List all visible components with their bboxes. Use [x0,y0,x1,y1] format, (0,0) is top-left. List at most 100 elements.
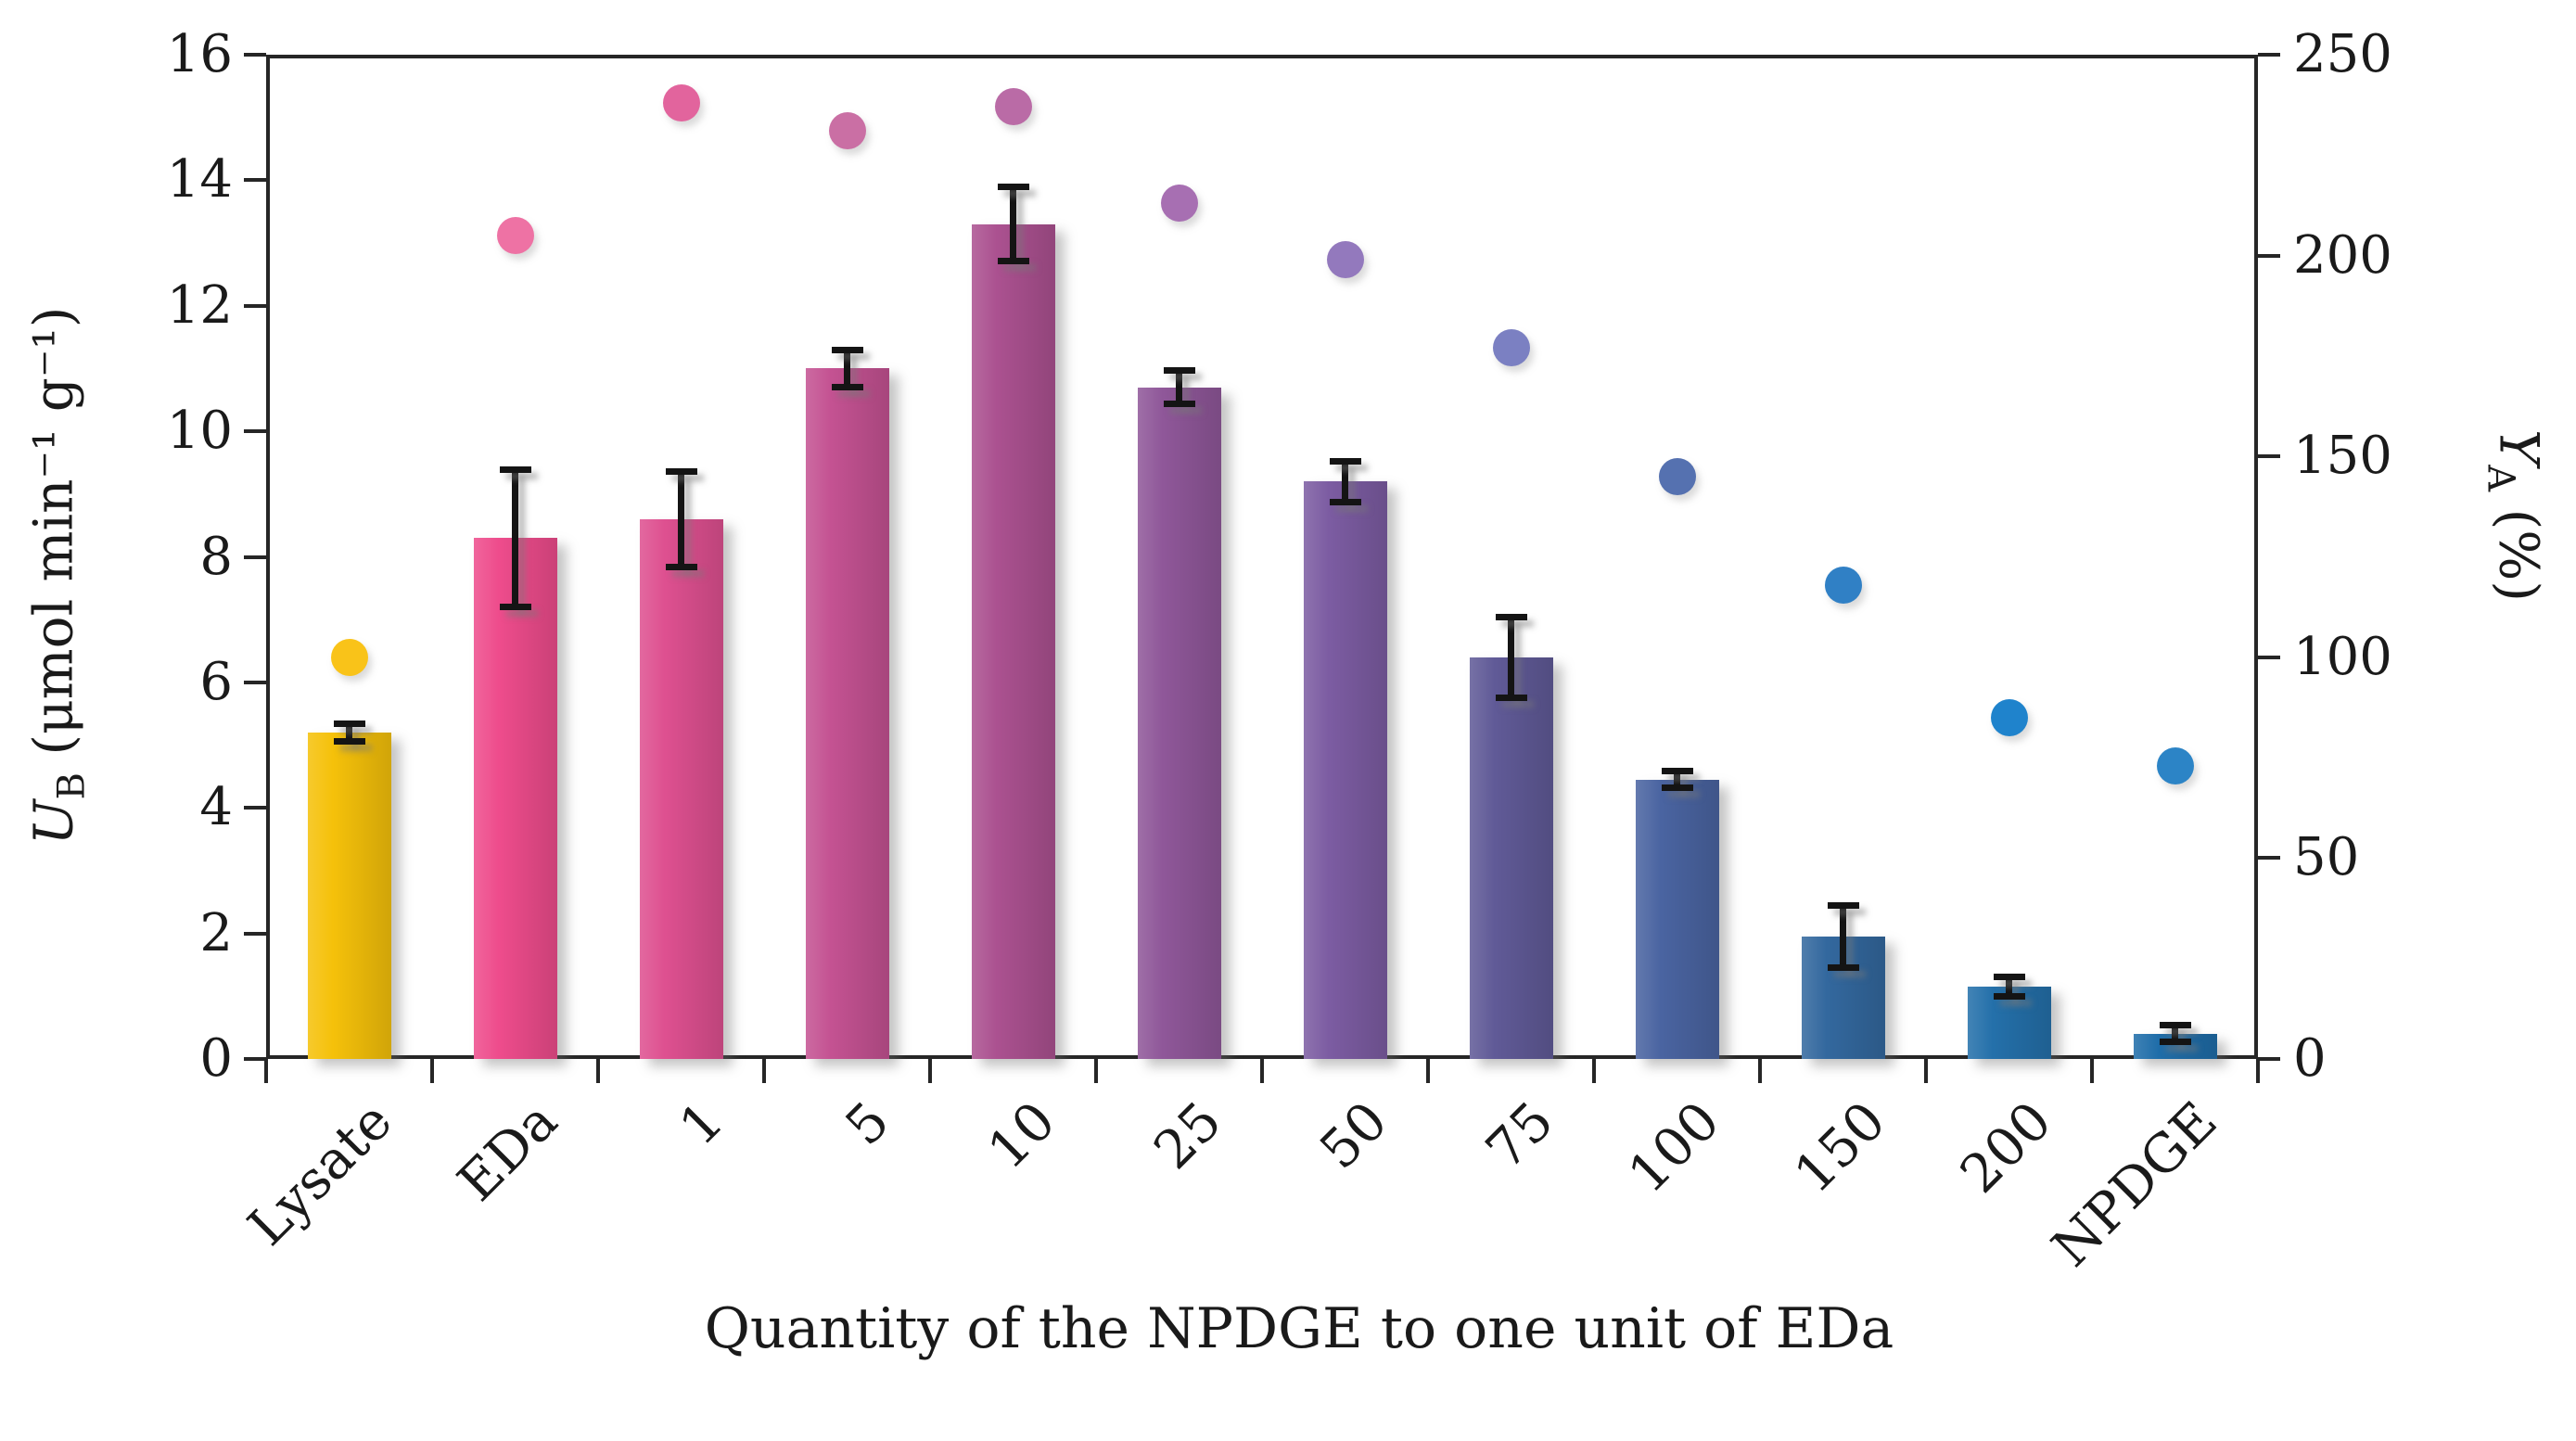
left-axis-tick [244,555,266,559]
x-category-label-text: 25 [1142,1090,1234,1181]
x-axis-tick [1924,1059,1928,1083]
error-bar-cap-top [1329,457,1361,465]
error-bar-cap-bottom [2159,1039,2191,1046]
bar-10 [971,223,1055,1059]
error-bar-cap-bottom [831,383,863,390]
error-bar-line [1508,616,1514,698]
right-axis-tick-label: 0 [2293,1028,2327,1089]
scatter-point-lysate [330,638,368,676]
bar-lysate [307,733,391,1059]
right-axis-tick [2258,253,2280,258]
x-axis-tick [1426,1059,1430,1083]
bar-150 [1801,937,1885,1059]
error-bar-cap-top [333,720,365,727]
x-axis-tick [1260,1059,1264,1083]
bar-eda [473,538,557,1059]
bar-1 [639,518,723,1059]
left-axis-tick [244,178,266,183]
left-axis-tick [244,931,266,936]
error-bar-cap-top [1661,768,1693,775]
error-bar-line [1176,370,1182,404]
error-bar-cap-top [499,465,531,473]
error-bar-cap-bottom [1993,992,2025,1000]
error-bar-cap-top [1495,613,1527,620]
x-axis-tick [2090,1059,2094,1083]
error-bar-cap-top [1163,367,1195,375]
bar-50 [1303,481,1387,1059]
x-axis-tick [928,1059,932,1083]
bar-shading [805,368,889,1059]
x-category-label-text: 50 [1308,1090,1400,1181]
bar-shading [1469,657,1553,1059]
right-axis-tick-label: 250 [2293,24,2392,84]
plot-area [266,55,2258,1059]
x-axis-title: Quantity of the NPDGE to one unit of EDa [704,1296,1894,1361]
right-axis-tick-label: 150 [2293,426,2392,487]
error-bar-cap-bottom [997,258,1029,265]
bar-5 [805,368,889,1059]
left-axis-tick [244,680,266,684]
error-bar-cap-bottom [333,738,365,746]
error-bar-line [2006,976,2012,997]
left-axis-tick-label: 4 [199,777,233,838]
error-bar-cap-top [997,184,1029,191]
bar-25 [1137,387,1221,1059]
x-category-label-text: 150 [1782,1090,1898,1205]
error-bar-cap-top [1993,974,2025,981]
scatter-point-10 [994,88,1032,126]
left-axis-tick [244,1057,266,1061]
error-bar-line [1342,460,1348,503]
x-axis-tick [762,1059,766,1083]
scatter-point-50 [1326,240,1364,278]
x-axis-tick [430,1059,434,1083]
right-axis-tick [2258,1057,2280,1061]
error-bar-line [512,468,518,607]
left-axis-tick [244,429,266,434]
scatter-point-npdge [2156,746,2194,784]
x-category-label-text: 100 [1616,1090,1732,1205]
bar-shading [1635,779,1719,1059]
left-axis-symbol-sub: B [50,772,94,800]
left-axis-tick [244,806,266,810]
left-axis-tick-label: 10 [166,401,233,462]
left-axis-tick-label: 6 [199,651,233,712]
right-axis-tick-label: 100 [2293,626,2392,687]
right-axis-symbol-sub: A [2479,464,2522,491]
bar-shading [1303,481,1387,1059]
scatter-point-25 [1160,185,1198,223]
x-category-label-text: EDa [446,1090,570,1214]
bar-shading [307,733,391,1059]
scatter-point-100 [1658,457,1696,495]
x-axis-tick [1758,1059,1762,1083]
bar-shading [639,518,723,1059]
bar-200 [1967,987,2051,1059]
right-axis-tick-label: 50 [2293,827,2360,888]
left-axis-tick [244,303,266,308]
x-category-label-text: Lysate [236,1090,404,1258]
bar-shading [971,223,1055,1059]
error-bar-cap-bottom [1661,784,1693,792]
left-axis-unit: (μmol min⁻¹ g⁻¹) [21,306,85,756]
error-bar-line [678,470,684,567]
x-category-label-text: 200 [1948,1090,2064,1205]
x-category-label-text: 1 [668,1090,736,1158]
scatter-point-5 [828,112,866,150]
x-category-label-text: 5 [834,1090,902,1158]
error-bar-cap-bottom [1495,694,1527,701]
error-bar-cap-top [2159,1022,2191,1029]
error-bar-line [346,722,352,743]
left-axis-tick-label: 12 [166,274,233,336]
left-axis-tick [244,53,266,57]
error-bar-cap-bottom [1827,963,1859,971]
x-axis-tick [1592,1059,1596,1083]
error-bar-line [2172,1025,2178,1043]
right-axis-tick [2258,454,2280,459]
scatter-point-150 [1824,566,1862,604]
x-axis-tick [596,1059,600,1083]
scatter-point-200 [1990,698,2028,736]
x-axis-tick [264,1059,268,1083]
right-axis-title: YA (%) [2480,429,2551,602]
x-axis-tick [2256,1059,2260,1083]
x-category-label-text: NPDGE [2041,1090,2230,1279]
